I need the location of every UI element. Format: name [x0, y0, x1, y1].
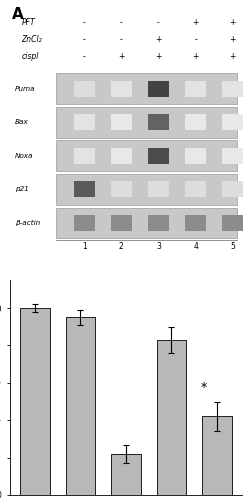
FancyBboxPatch shape [111, 148, 132, 164]
Text: -: - [120, 18, 123, 27]
FancyBboxPatch shape [148, 80, 169, 96]
FancyBboxPatch shape [185, 215, 206, 231]
Text: Puma: Puma [15, 86, 35, 91]
FancyBboxPatch shape [74, 80, 95, 96]
Text: 1: 1 [82, 242, 86, 250]
FancyBboxPatch shape [185, 148, 206, 164]
FancyBboxPatch shape [222, 114, 243, 130]
Text: *: * [200, 381, 206, 394]
FancyBboxPatch shape [74, 114, 95, 130]
Text: ZnCl₂: ZnCl₂ [21, 35, 42, 44]
FancyBboxPatch shape [185, 114, 206, 130]
FancyBboxPatch shape [74, 215, 95, 231]
Text: +: + [192, 52, 199, 62]
Text: β-actin: β-actin [15, 220, 40, 226]
Text: -: - [83, 52, 85, 62]
FancyBboxPatch shape [185, 182, 206, 198]
FancyBboxPatch shape [148, 148, 169, 164]
FancyBboxPatch shape [56, 107, 237, 138]
Text: +: + [155, 35, 162, 44]
FancyBboxPatch shape [74, 182, 95, 198]
FancyBboxPatch shape [148, 114, 169, 130]
Text: PFT: PFT [21, 18, 35, 27]
Bar [157, 340, 186, 495]
Text: +: + [155, 52, 162, 62]
Text: -: - [157, 18, 160, 27]
FancyBboxPatch shape [222, 148, 243, 164]
Text: 3: 3 [156, 242, 161, 250]
FancyBboxPatch shape [222, 215, 243, 231]
Text: +: + [118, 52, 124, 62]
Text: cispl: cispl [21, 52, 39, 62]
FancyBboxPatch shape [222, 182, 243, 198]
FancyBboxPatch shape [111, 182, 132, 198]
Text: Bax: Bax [15, 119, 28, 125]
FancyBboxPatch shape [56, 73, 237, 104]
Text: +: + [192, 18, 199, 27]
FancyBboxPatch shape [111, 80, 132, 96]
Bar [202, 416, 232, 495]
Text: -: - [194, 35, 197, 44]
FancyBboxPatch shape [185, 80, 206, 96]
Bar [66, 318, 95, 495]
Text: -: - [83, 35, 85, 44]
Text: A: A [12, 8, 24, 22]
FancyBboxPatch shape [74, 148, 95, 164]
Text: 5: 5 [230, 242, 235, 250]
FancyBboxPatch shape [148, 215, 169, 231]
Text: p21: p21 [15, 186, 28, 192]
FancyBboxPatch shape [111, 215, 132, 231]
FancyBboxPatch shape [56, 140, 237, 171]
Text: 2: 2 [119, 242, 124, 250]
FancyBboxPatch shape [56, 174, 237, 205]
Bar [111, 454, 141, 495]
FancyBboxPatch shape [222, 80, 243, 96]
Text: -: - [83, 18, 85, 27]
Text: +: + [229, 52, 236, 62]
FancyBboxPatch shape [148, 182, 169, 198]
Text: +: + [229, 35, 236, 44]
Text: Noxa: Noxa [15, 153, 33, 159]
FancyBboxPatch shape [111, 114, 132, 130]
FancyBboxPatch shape [56, 208, 237, 238]
Text: -: - [120, 35, 123, 44]
Text: 4: 4 [193, 242, 198, 250]
Text: +: + [229, 18, 236, 27]
Bar [20, 308, 50, 495]
